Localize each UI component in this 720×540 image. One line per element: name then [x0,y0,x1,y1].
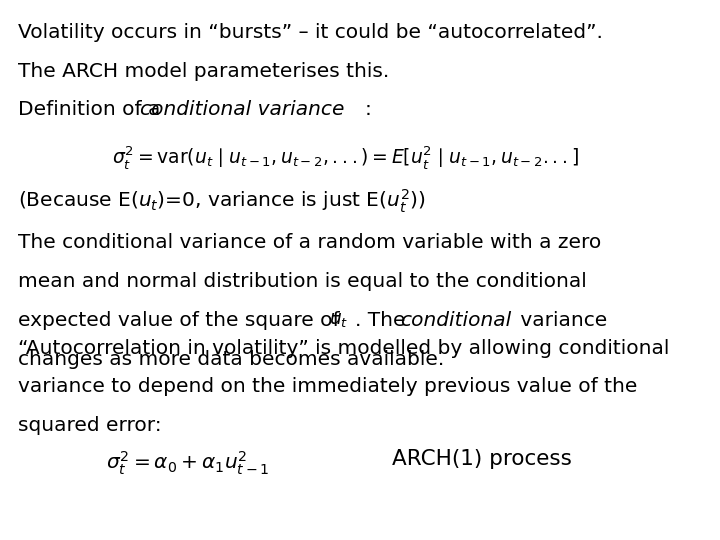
Text: The conditional variance of a random variable with a zero: The conditional variance of a random var… [18,233,601,252]
Text: changes as more data becomes available.: changes as more data becomes available. [18,350,444,369]
Text: $u_t$: $u_t$ [329,311,348,330]
Text: . The: . The [355,311,412,330]
Text: (Because E($u_t$)=0, variance is just E($u_t^2$)): (Because E($u_t$)=0, variance is just E(… [18,188,426,215]
Text: ARCH(1) process: ARCH(1) process [392,449,572,469]
Text: $\sigma_t^2 = \alpha_0 + \alpha_1 u_{t-1}^2$: $\sigma_t^2 = \alpha_0 + \alpha_1 u_{t-1… [106,449,269,477]
Text: variance to depend on the immediately previous value of the: variance to depend on the immediately pr… [18,377,637,396]
Text: conditional variance: conditional variance [140,100,345,119]
Text: conditional: conditional [400,311,512,330]
Text: mean and normal distribution is equal to the conditional: mean and normal distribution is equal to… [18,272,587,291]
Text: variance: variance [514,311,608,330]
Text: $\sigma_t^2 = \mathrm{var}(u_t \mid u_{t-1}, u_{t-2},...) = E[u_t^2 \mid u_{t-1}: $\sigma_t^2 = \mathrm{var}(u_t \mid u_{t… [112,144,579,171]
Text: expected value of the square of: expected value of the square of [18,311,346,330]
Text: squared error:: squared error: [18,416,161,435]
Text: :: : [365,100,372,119]
Text: Definition of a: Definition of a [18,100,167,119]
Text: Volatility occurs in “bursts” – it could be “autocorrelated”.: Volatility occurs in “bursts” – it could… [18,23,603,42]
Text: “Autocorrelation in volatility” is modelled by allowing conditional: “Autocorrelation in volatility” is model… [18,339,670,357]
Text: The ARCH model parameterises this.: The ARCH model parameterises this. [18,62,390,80]
